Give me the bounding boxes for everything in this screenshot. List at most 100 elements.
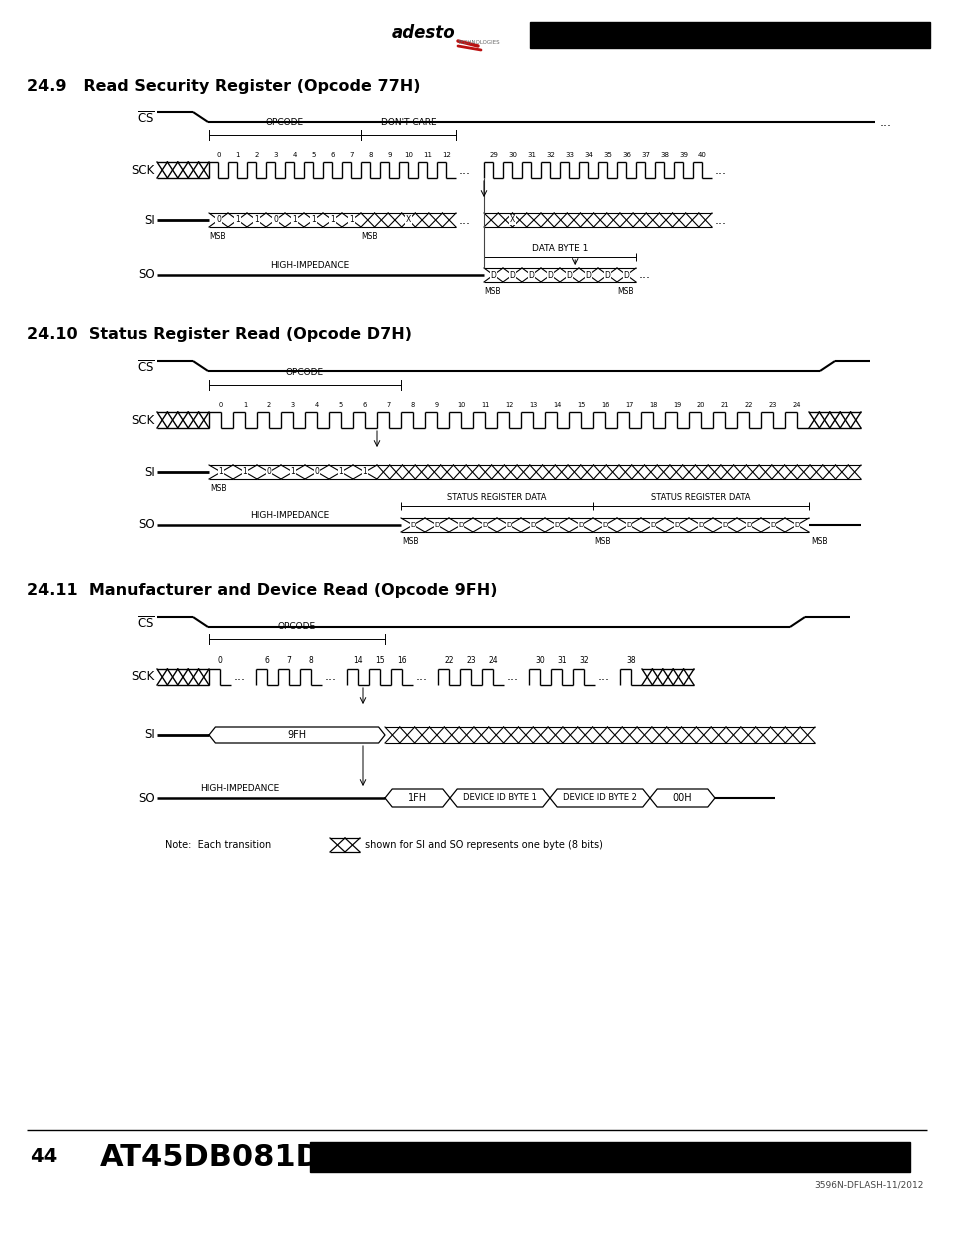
Polygon shape bbox=[649, 789, 714, 806]
Text: D: D bbox=[721, 522, 727, 529]
Text: ...: ... bbox=[714, 163, 726, 177]
Text: D: D bbox=[410, 522, 416, 529]
Text: STATUS REGISTER DATA: STATUS REGISTER DATA bbox=[651, 493, 750, 501]
Text: ...: ... bbox=[714, 214, 726, 226]
Text: D: D bbox=[578, 522, 583, 529]
Text: 1: 1 bbox=[234, 215, 239, 225]
Text: ...: ... bbox=[598, 671, 609, 683]
Text: SI: SI bbox=[144, 214, 154, 226]
Text: ...: ... bbox=[879, 116, 891, 128]
Text: D: D bbox=[506, 522, 511, 529]
Text: 40: 40 bbox=[698, 152, 706, 158]
Text: SCK: SCK bbox=[132, 414, 154, 426]
Text: 29: 29 bbox=[489, 152, 497, 158]
Text: 38: 38 bbox=[659, 152, 668, 158]
Polygon shape bbox=[385, 789, 450, 806]
Text: ...: ... bbox=[458, 214, 471, 226]
Text: MSB: MSB bbox=[401, 537, 418, 546]
Text: D: D bbox=[509, 270, 515, 279]
Text: STATUS REGISTER DATA: STATUS REGISTER DATA bbox=[447, 493, 546, 501]
Text: 6: 6 bbox=[330, 152, 335, 158]
Text: SO: SO bbox=[138, 268, 154, 282]
Text: MSB: MSB bbox=[617, 287, 633, 296]
Text: 1: 1 bbox=[235, 152, 239, 158]
Text: 20: 20 bbox=[696, 403, 704, 408]
Text: SI: SI bbox=[144, 729, 154, 741]
Text: D: D bbox=[530, 522, 535, 529]
Text: 7: 7 bbox=[286, 656, 291, 664]
Text: MSB: MSB bbox=[209, 232, 225, 241]
Text: 37: 37 bbox=[640, 152, 649, 158]
Text: 5: 5 bbox=[311, 152, 315, 158]
Text: 16: 16 bbox=[600, 403, 609, 408]
Text: 32: 32 bbox=[545, 152, 555, 158]
Text: DEVICE ID BYTE 2: DEVICE ID BYTE 2 bbox=[562, 794, 637, 803]
Text: 13: 13 bbox=[528, 403, 537, 408]
Text: 22: 22 bbox=[744, 403, 753, 408]
Text: 1: 1 bbox=[242, 468, 247, 477]
Text: D: D bbox=[566, 270, 572, 279]
Text: D: D bbox=[745, 522, 751, 529]
Text: 12: 12 bbox=[441, 152, 451, 158]
Text: 9FH: 9FH bbox=[287, 730, 306, 740]
Text: MSB: MSB bbox=[483, 287, 500, 296]
Text: 2: 2 bbox=[267, 403, 271, 408]
Text: 0: 0 bbox=[273, 215, 277, 225]
Text: D: D bbox=[626, 522, 631, 529]
Text: D: D bbox=[528, 270, 534, 279]
Text: 4: 4 bbox=[314, 403, 319, 408]
Text: 1: 1 bbox=[338, 468, 343, 477]
Text: D: D bbox=[674, 522, 679, 529]
Text: 3: 3 bbox=[273, 152, 277, 158]
Text: 30: 30 bbox=[507, 152, 517, 158]
Text: D: D bbox=[794, 522, 799, 529]
Text: 6: 6 bbox=[362, 403, 367, 408]
Text: D: D bbox=[698, 522, 703, 529]
Polygon shape bbox=[209, 727, 385, 743]
Polygon shape bbox=[450, 789, 550, 806]
Text: D: D bbox=[554, 522, 559, 529]
Text: DON'T CARE: DON'T CARE bbox=[380, 119, 436, 127]
Text: 11: 11 bbox=[422, 152, 432, 158]
Text: DEVICE ID BYTE 1: DEVICE ID BYTE 1 bbox=[462, 794, 537, 803]
Text: 31: 31 bbox=[526, 152, 536, 158]
Text: 7: 7 bbox=[349, 152, 354, 158]
Text: 10: 10 bbox=[403, 152, 413, 158]
Text: 0: 0 bbox=[215, 215, 221, 225]
Text: OPCODE: OPCODE bbox=[277, 622, 315, 631]
Text: 1FH: 1FH bbox=[408, 793, 427, 803]
Text: D: D bbox=[585, 270, 591, 279]
Text: SCK: SCK bbox=[132, 163, 154, 177]
Text: AT45DB081D: AT45DB081D bbox=[100, 1142, 321, 1172]
Text: D: D bbox=[650, 522, 655, 529]
Text: 00H: 00H bbox=[672, 793, 692, 803]
Text: 0: 0 bbox=[218, 403, 223, 408]
Text: ...: ... bbox=[233, 671, 246, 683]
Text: HIGH-IMPEDANCE: HIGH-IMPEDANCE bbox=[200, 784, 279, 793]
Text: MSB: MSB bbox=[810, 537, 826, 546]
Text: D: D bbox=[604, 270, 610, 279]
Text: MSB: MSB bbox=[360, 232, 377, 241]
Text: ...: ... bbox=[325, 671, 336, 683]
Text: 15: 15 bbox=[375, 656, 384, 664]
Text: D: D bbox=[482, 522, 487, 529]
Text: MSB: MSB bbox=[594, 537, 610, 546]
Text: 5: 5 bbox=[338, 403, 343, 408]
Text: 24.10  Status Register Read (Opcode D7H): 24.10 Status Register Read (Opcode D7H) bbox=[27, 327, 412, 342]
Text: SCK: SCK bbox=[132, 671, 154, 683]
Text: 16: 16 bbox=[396, 656, 406, 664]
Text: MSB: MSB bbox=[210, 484, 226, 493]
Text: 21: 21 bbox=[720, 403, 728, 408]
Text: 14: 14 bbox=[552, 403, 560, 408]
Polygon shape bbox=[550, 789, 649, 806]
Text: 1: 1 bbox=[349, 215, 354, 225]
Text: $\overline{\mathrm{CS}}$: $\overline{\mathrm{CS}}$ bbox=[137, 615, 154, 631]
Text: 38: 38 bbox=[625, 656, 635, 664]
Text: 4: 4 bbox=[292, 152, 296, 158]
Text: 3596N-DFLASH-11/2012: 3596N-DFLASH-11/2012 bbox=[814, 1181, 923, 1189]
Text: 34: 34 bbox=[583, 152, 593, 158]
Text: $\overline{\mathrm{CS}}$: $\overline{\mathrm{CS}}$ bbox=[137, 359, 154, 374]
Text: 2: 2 bbox=[254, 152, 258, 158]
Text: 24: 24 bbox=[792, 403, 801, 408]
Text: 3: 3 bbox=[291, 403, 294, 408]
